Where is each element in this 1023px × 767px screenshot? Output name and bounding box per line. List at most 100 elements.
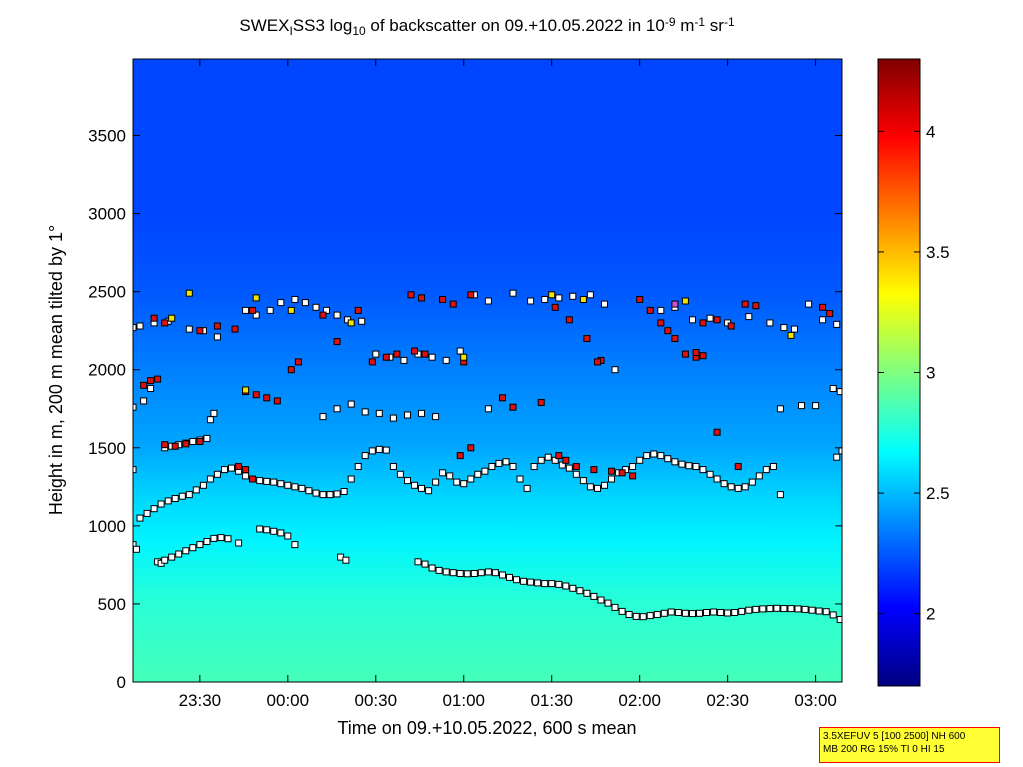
- layer-marker: [249, 475, 257, 483]
- layer-marker: [713, 428, 721, 436]
- layer-marker: [175, 550, 183, 558]
- layer-marker: [527, 297, 535, 305]
- layer-marker: [287, 306, 295, 314]
- x-tick-label: 02:30: [706, 691, 749, 710]
- layer-marker: [206, 416, 214, 424]
- layer-marker: [284, 532, 292, 540]
- layer-marker: [439, 296, 447, 303]
- layer-marker: [576, 587, 584, 595]
- layer-marker: [499, 394, 506, 402]
- layer-marker: [741, 300, 749, 308]
- layer-marker: [594, 358, 601, 366]
- layer-marker: [484, 297, 492, 305]
- layer-marker: [196, 327, 204, 335]
- layer-marker: [133, 403, 137, 411]
- layer-marker: [319, 413, 327, 421]
- layer-marker: [506, 573, 513, 581]
- layer-marker: [242, 306, 250, 314]
- layer-marker: [161, 556, 169, 564]
- layer-marker: [664, 455, 672, 463]
- layer-marker: [681, 609, 689, 617]
- layer-marker: [347, 475, 355, 483]
- layer-marker: [636, 456, 644, 464]
- layer-marker: [731, 609, 739, 616]
- title-part: SS3 log: [293, 16, 353, 35]
- layer-marker: [354, 463, 362, 470]
- layer-marker: [358, 317, 366, 325]
- layer-marker: [249, 306, 257, 314]
- layer-marker: [171, 495, 179, 502]
- colorbar-tick-label: 3: [926, 364, 935, 383]
- layer-marker: [513, 576, 520, 584]
- marker-series-3: [671, 300, 679, 308]
- layer-marker: [428, 353, 436, 361]
- layer-marker: [291, 541, 299, 549]
- y-tick-label: 1500: [88, 439, 126, 458]
- layer-marker: [312, 303, 320, 311]
- layer-marker: [312, 489, 320, 497]
- layer-marker: [421, 350, 429, 358]
- layer-marker: [185, 289, 193, 297]
- x-axis-label: Time on 09.+10.05.2022, 600 s mean: [337, 718, 636, 738]
- title-part: 10: [352, 24, 366, 38]
- layer-marker: [467, 291, 475, 299]
- layer-marker: [495, 459, 503, 467]
- layer-marker: [488, 463, 496, 470]
- layer-marker: [527, 578, 535, 586]
- layer-marker: [696, 609, 703, 617]
- layer-marker: [133, 324, 137, 332]
- layer-marker: [133, 541, 137, 549]
- layer-marker: [678, 460, 686, 468]
- layer-marker: [456, 347, 464, 355]
- layer-marker: [189, 438, 197, 445]
- layer-marker: [579, 296, 587, 303]
- layer-marker: [562, 582, 570, 590]
- title-part: sr: [705, 16, 724, 35]
- layer-marker: [210, 409, 218, 417]
- layer-marker: [287, 366, 295, 374]
- layer-marker: [382, 353, 390, 361]
- layer-marker: [681, 297, 689, 305]
- layer-marker: [273, 397, 281, 405]
- layer-marker: [555, 452, 563, 460]
- layer-marker: [636, 296, 644, 303]
- layer-marker: [133, 466, 137, 474]
- layer-marker: [773, 604, 781, 612]
- x-tick-label: 01:30: [530, 691, 573, 710]
- layer-marker: [597, 596, 605, 604]
- layer-marker: [499, 571, 506, 579]
- layer-marker: [477, 569, 485, 577]
- layer-marker: [203, 538, 211, 545]
- layer-marker: [182, 440, 190, 448]
- layer-marker: [548, 291, 556, 299]
- layer-marker: [502, 458, 510, 466]
- layer-marker: [185, 491, 193, 499]
- layer-marker: [766, 605, 774, 613]
- layer-marker: [699, 319, 707, 327]
- layer-marker: [375, 409, 383, 417]
- layer-marker: [766, 319, 774, 327]
- layer-marker: [646, 612, 654, 620]
- layer-marker: [270, 527, 278, 535]
- layer-marker: [706, 314, 714, 322]
- layer-marker: [354, 306, 362, 314]
- title-part: -9: [665, 15, 676, 29]
- y-tick-label: 3000: [88, 205, 126, 224]
- layer-marker: [217, 534, 225, 542]
- title-part: of backscatter on 09.+10.05.2022 in 10: [366, 16, 665, 35]
- layer-marker: [530, 463, 538, 470]
- layer-marker: [555, 580, 563, 588]
- layer-marker: [291, 483, 299, 491]
- layer-marker: [822, 608, 830, 616]
- layer-marker: [206, 475, 214, 483]
- layer-marker: [671, 300, 679, 308]
- layer-marker: [140, 381, 148, 389]
- layer-marker: [734, 463, 742, 470]
- layer-marker: [491, 569, 499, 577]
- layer-marker: [143, 509, 151, 517]
- layer-marker: [836, 388, 842, 396]
- layer-marker: [221, 466, 228, 474]
- layer-marker: [741, 483, 749, 491]
- layer-marker: [372, 350, 380, 358]
